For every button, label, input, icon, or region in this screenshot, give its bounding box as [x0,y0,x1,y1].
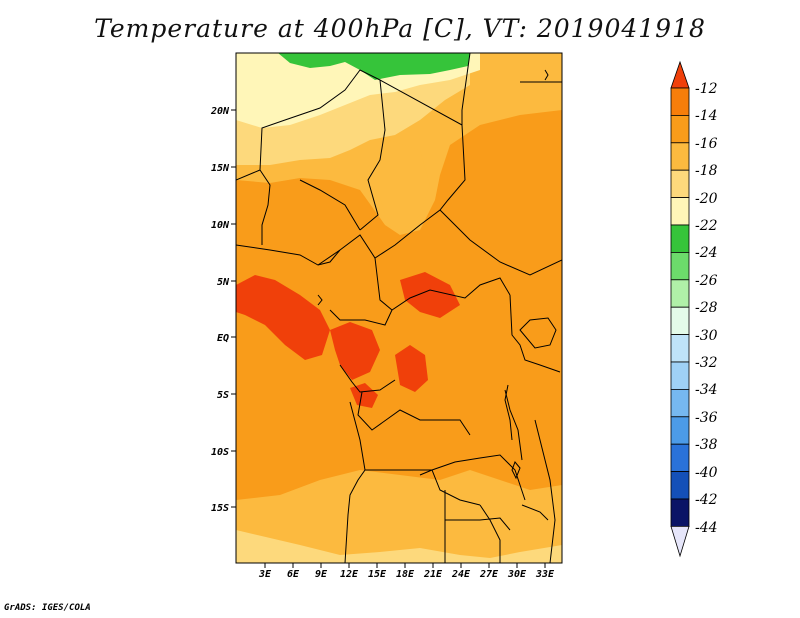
lon-label: 6E [287,569,300,580]
colorbar-label: -24 [695,245,718,261]
country-borders [236,53,562,563]
colorbar-label: -16 [695,136,718,152]
colorbar-top-arrow [670,60,690,89]
lon-label: 33E [535,569,555,580]
field-dark-patch-coast [350,383,378,408]
colorbar-segment [670,471,690,500]
colorbar-segment [670,334,690,363]
colorbar-segment [670,361,690,390]
colorbar-label: -18 [695,163,718,179]
map-frame [235,52,563,564]
lat-ticks [231,109,236,508]
lat-label: 20N [210,106,230,117]
colorbar-label: -30 [695,328,718,344]
colorbar-segment [670,388,690,418]
field-dark-patch-south [395,345,428,392]
colorbar-label: -38 [695,437,718,453]
colorbar-labels: -12 -14 -16 -18 -20 -22 -24 -26 -28 -30 … [695,81,718,536]
colorbar-segment [670,443,690,473]
lon-label: 30E [507,569,527,580]
colorbar-segment [670,197,690,226]
colorbar-segment [670,279,690,308]
field-south-pale [236,530,562,563]
lon-label: 15E [368,569,387,580]
field-central-light [378,140,430,232]
colorbar-segment [670,87,690,116]
colorbar-label: -26 [695,273,718,289]
colorbar-label: -40 [695,465,718,481]
field-dark-patch-center [330,322,380,380]
colorbar-label: -32 [695,355,718,371]
colorbar-segment [670,498,690,527]
lat-tick-labels: 20N 15N 10N 5N EQ 5S 10S 15S [210,106,230,514]
lon-label: 9E [315,569,328,580]
colorbar-label: -28 [695,300,718,316]
colorbar-label: -36 [695,410,718,426]
colorbar-segment [670,169,690,198]
lat-label: 5N [217,277,230,288]
colorbar-label: -22 [695,218,718,234]
map-title: Temperature at 400hPa [C], VT: 201904191… [94,14,706,43]
colorbar-label: -14 [695,108,718,124]
field-dark-patch-west [236,275,330,360]
field-green-patch [278,53,470,80]
field-south-light [236,470,562,563]
lon-tick-labels: 3E 6E 9E 12E 15E 18E 21E 24E 27E 30E 33E [258,569,555,580]
colorbar-label: -20 [695,191,718,207]
colorbar-segment [670,115,690,144]
lon-label: 3E [258,569,272,580]
lat-label: 15S [211,503,229,514]
colorbar-label: -12 [695,81,718,97]
colorbar-bottom-arrow [670,526,690,558]
colorbar-segment [670,306,690,336]
colorbar-segment [670,251,690,281]
lon-ticks [264,563,546,568]
colorbar-label: -34 [695,382,718,398]
lon-label: 12E [340,569,359,580]
lon-label: 27E [479,569,499,580]
colorbar-segment [670,224,690,253]
lat-label: 10S [211,447,229,458]
lon-label: 24E [451,569,471,580]
field-dark-patch-east [400,272,460,318]
lat-label: 5S [217,390,229,401]
lat-label: EQ [217,333,229,344]
colorbar-label: -42 [695,492,718,508]
colorbar-segment [670,142,690,171]
lat-label: 15N [211,163,230,174]
colorbar-segment [670,416,690,445]
lon-label: 21E [423,569,443,580]
lakes [317,69,557,521]
colorbar [670,60,690,558]
temperature-map [236,53,562,563]
lat-label: 10N [211,220,230,231]
lon-label: 18E [396,569,415,580]
grads-credit: GrADS: IGES/COLA [4,603,91,613]
colorbar-label: -44 [695,520,718,536]
